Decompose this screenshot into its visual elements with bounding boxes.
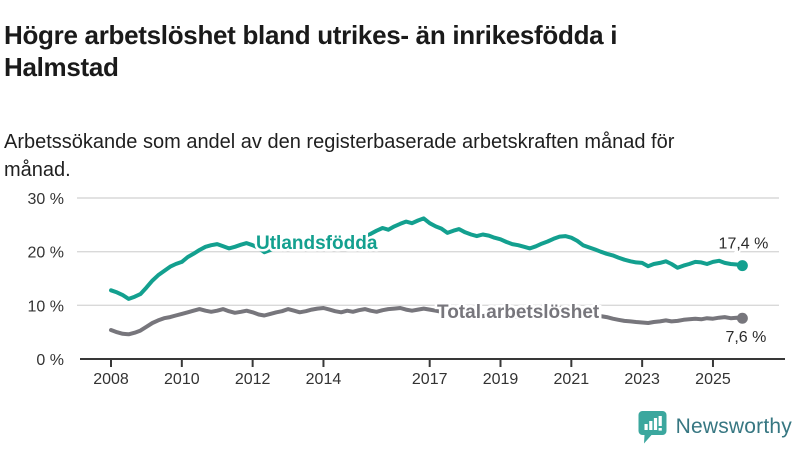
end-value-label-total-arbetsloshet: 7,6 % — [725, 329, 766, 346]
x-axis-tick-label: 2019 — [483, 371, 519, 388]
y-axis-tick-label: 30 % — [28, 191, 64, 208]
y-axis-tick-label: 10 % — [28, 298, 64, 315]
x-axis-tick-label: 2012 — [235, 371, 271, 388]
x-axis-tick-label: 2025 — [695, 371, 731, 388]
bar-chart-bubble-icon — [638, 411, 667, 444]
newsworthy-badge-icon — [638, 410, 667, 444]
x-axis-tick-label: 2010 — [164, 371, 200, 388]
end-value-label-utlandsfodda: 17,4 % — [719, 236, 769, 253]
series-end-dot-utlandsfodda — [736, 260, 748, 272]
page-title: Högre arbetslöshet bland utrikes- än inr… — [4, 20, 618, 83]
series-line-utlandsfodda — [109, 216, 745, 301]
series-label-total-arbetsloshet: Total arbetslöshet — [437, 302, 600, 323]
chart-subtitle: Arbetssökande som andel av den registerb… — [4, 131, 675, 181]
y-axis-tick-label: 0 % — [36, 352, 64, 369]
x-axis-tick-label: 2017 — [412, 371, 448, 388]
newsworthy-logo: Newsworthy — [638, 410, 792, 444]
series-label-utlandsfodda: Utlandsfödda — [256, 233, 378, 254]
x-axis-tick-label: 2014 — [306, 371, 342, 388]
x-axis-tick-label: 2008 — [93, 371, 129, 388]
series-end-dot-total-arbetsloshet — [736, 312, 748, 324]
x-axis-tick-label: 2021 — [554, 371, 590, 388]
y-axis-tick-label: 20 % — [28, 245, 64, 262]
brand-name: Newsworthy — [675, 415, 792, 438]
x-axis-tick-label: 2023 — [624, 371, 660, 388]
series-line-total-arbetsloshet — [109, 305, 745, 337]
